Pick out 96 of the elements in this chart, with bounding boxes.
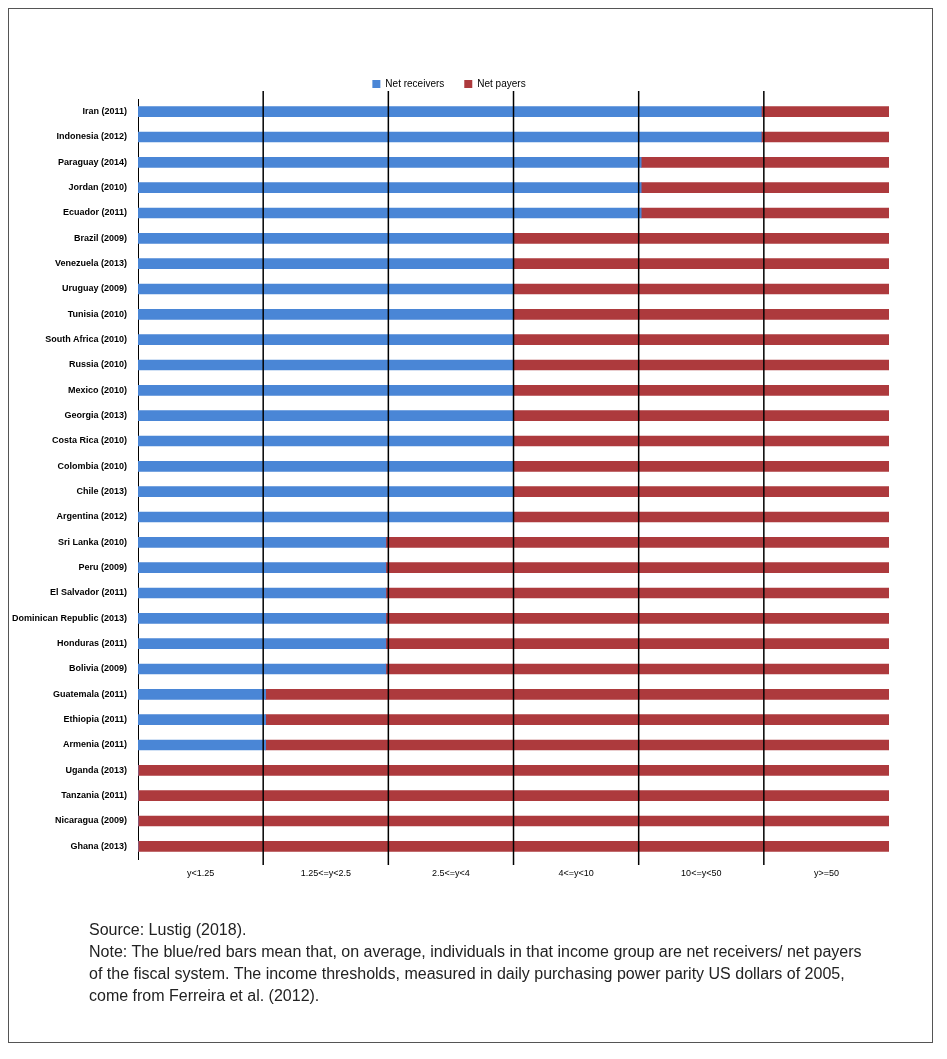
bar <box>385 587 889 599</box>
bar <box>513 385 889 396</box>
text: 4<=y<10 <box>558 867 594 878</box>
bar <box>385 562 889 573</box>
y-tick-label: Peru (2009) <box>78 562 128 573</box>
y-tick-label: Dominican Republic (2013) <box>12 612 128 623</box>
y-tick-label: Brazil (2009) <box>74 232 128 243</box>
bar <box>385 663 889 675</box>
bar <box>385 613 889 624</box>
y-tick-label: Mexico (2010) <box>68 384 128 395</box>
bar <box>138 309 514 320</box>
bar <box>513 258 889 269</box>
bar <box>138 587 387 599</box>
bar <box>513 410 889 421</box>
source-note: Source: Lustig (2018). <box>89 920 248 940</box>
bar <box>138 410 514 421</box>
bar <box>138 182 642 193</box>
bar <box>640 182 889 193</box>
bar <box>138 689 267 700</box>
bar <box>138 815 889 827</box>
y-tick-label: Chile (2013) <box>76 486 128 497</box>
bar <box>385 537 889 548</box>
y-tick-label: South Africa (2010) <box>45 334 128 345</box>
text: y<1.25 <box>186 867 215 878</box>
bar <box>138 258 514 269</box>
bar <box>513 283 889 295</box>
y-tick-label: Paraguay (2014) <box>57 156 128 167</box>
text: y>=50 <box>813 867 839 878</box>
bar <box>138 511 514 523</box>
y-tick-label: Tunisia (2010) <box>67 308 128 319</box>
y-tick-label: Bolivia (2009) <box>69 663 128 674</box>
text: 1.25<=y<2.5 <box>300 867 351 878</box>
bar <box>138 359 514 371</box>
bar <box>138 385 514 396</box>
bar <box>513 511 889 523</box>
bar <box>138 486 514 497</box>
y-tick-label: Georgia (2013) <box>64 410 128 421</box>
bar <box>138 638 387 649</box>
bar <box>138 334 514 345</box>
bar <box>513 461 889 472</box>
bar <box>138 157 642 168</box>
y-tick-label: Argentina (2012) <box>56 511 128 522</box>
bar <box>138 613 387 624</box>
y-tick-label: Ghana (2013) <box>70 840 128 851</box>
bar <box>138 537 387 548</box>
y-tick-label: Ecuador (2011) <box>63 207 128 218</box>
bar <box>138 283 514 295</box>
bar <box>138 663 387 675</box>
bar <box>138 435 514 447</box>
bar <box>265 689 889 700</box>
bar <box>265 714 889 725</box>
y-tick-label: Russia (2010) <box>69 359 128 370</box>
y-tick-label: El Salvador (2011) <box>49 587 128 598</box>
bar <box>265 739 889 751</box>
y-tick-label: Sri Lanka (2010) <box>57 536 128 547</box>
bar <box>138 765 889 776</box>
y-tick-label: Tanzania (2011) <box>61 790 128 801</box>
y-tick-label: Uganda (2013) <box>65 764 128 775</box>
bar <box>138 562 387 573</box>
bar <box>138 207 642 219</box>
y-tick-label: Iran (2011) <box>82 106 128 117</box>
bar <box>640 207 889 219</box>
bar <box>513 359 889 371</box>
y-tick-label: Guatemala (2011) <box>52 688 128 699</box>
bar <box>138 233 514 244</box>
y-tick-label: Ethiopia (2011) <box>63 714 128 725</box>
legend-label: Net receivers <box>385 77 445 89</box>
bar <box>138 841 889 852</box>
text: Note: The blue/red bars mean that, on average, individuals in that income group are net receivers/ net payers of the fiscal system. The income thresholds, measured in daily purchasing power parity US dollars of 2005, come from Ferreira et al. (2012). <box>89 942 863 1006</box>
bar <box>138 790 889 801</box>
y-tick-label: Uruguay (2009) <box>62 283 128 294</box>
text: 2.5<=y<4 <box>432 867 470 878</box>
y-tick-label: Nicaragua (2009) <box>54 815 128 826</box>
bar <box>513 486 889 497</box>
bar <box>138 106 762 117</box>
bar <box>138 461 514 472</box>
y-tick-label: Colombia (2010) <box>57 460 128 471</box>
y-tick-label: Indonesia (2012) <box>56 131 128 142</box>
bar <box>513 435 889 447</box>
y-tick-label: Venezuela (2013) <box>54 258 128 269</box>
legend-label: Net payers <box>477 77 526 89</box>
bar <box>761 106 889 117</box>
y-tick-label: Jordan (2010) <box>68 182 128 193</box>
bar <box>640 157 889 168</box>
bar <box>138 714 267 725</box>
y-tick-label: Costa Rica (2010) <box>51 435 128 446</box>
bar <box>138 739 267 751</box>
bar <box>138 131 762 143</box>
bar <box>385 638 889 649</box>
bar <box>761 131 889 143</box>
bar <box>513 233 889 244</box>
y-tick-label: Armenia (2011) <box>62 739 128 750</box>
y-tick-label: Honduras (2011) <box>57 638 128 649</box>
bar <box>513 334 889 345</box>
bar <box>513 309 889 320</box>
text: 10<=y<50 <box>681 867 722 878</box>
